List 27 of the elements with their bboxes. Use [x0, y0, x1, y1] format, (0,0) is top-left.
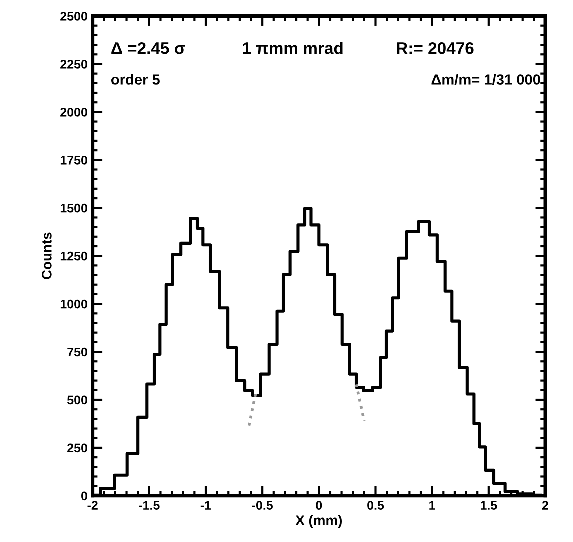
y-tick-label: 250 — [68, 444, 88, 453]
y-tick-label: 1000 — [60, 300, 88, 309]
x-tick-label: -0.5 — [252, 501, 273, 510]
x-tick-label: -2 — [88, 501, 98, 510]
x-tick-label: -1 — [200, 501, 212, 510]
y-tick-label: 2000 — [60, 108, 88, 117]
x-tick-label: 0 — [316, 501, 322, 510]
x-tick-label: 1 — [430, 501, 436, 510]
annotation: Δ =2.45 σ — [112, 42, 186, 54]
y-tick-label: 1250 — [60, 252, 88, 261]
y-tick-label: 750 — [68, 348, 88, 357]
y-tick-label: 0 — [82, 492, 88, 501]
y-tick-label: 500 — [67, 396, 88, 405]
annotation: R:= 20476 — [397, 42, 474, 54]
y-tick-label: 2500 — [60, 12, 88, 21]
annotation: 1 πmm mrad — [243, 42, 343, 54]
x-tick-label: -1.5 — [139, 501, 160, 510]
x-axis-title: X (mm) — [296, 515, 342, 528]
annotation: Δm/m= 1/31 000 — [432, 74, 540, 86]
y-tick-label: 2250 — [60, 60, 88, 69]
x-tick-label: 0.5 — [368, 501, 384, 510]
x-tick-label: 1.5 — [481, 501, 498, 510]
y-tick-label: 1750 — [60, 156, 88, 165]
y-axis-title: Counts — [42, 232, 52, 280]
x-tick-label: 2 — [542, 501, 548, 510]
y-tick-label: 1500 — [60, 204, 88, 213]
annotation: order 5 — [112, 74, 160, 85]
